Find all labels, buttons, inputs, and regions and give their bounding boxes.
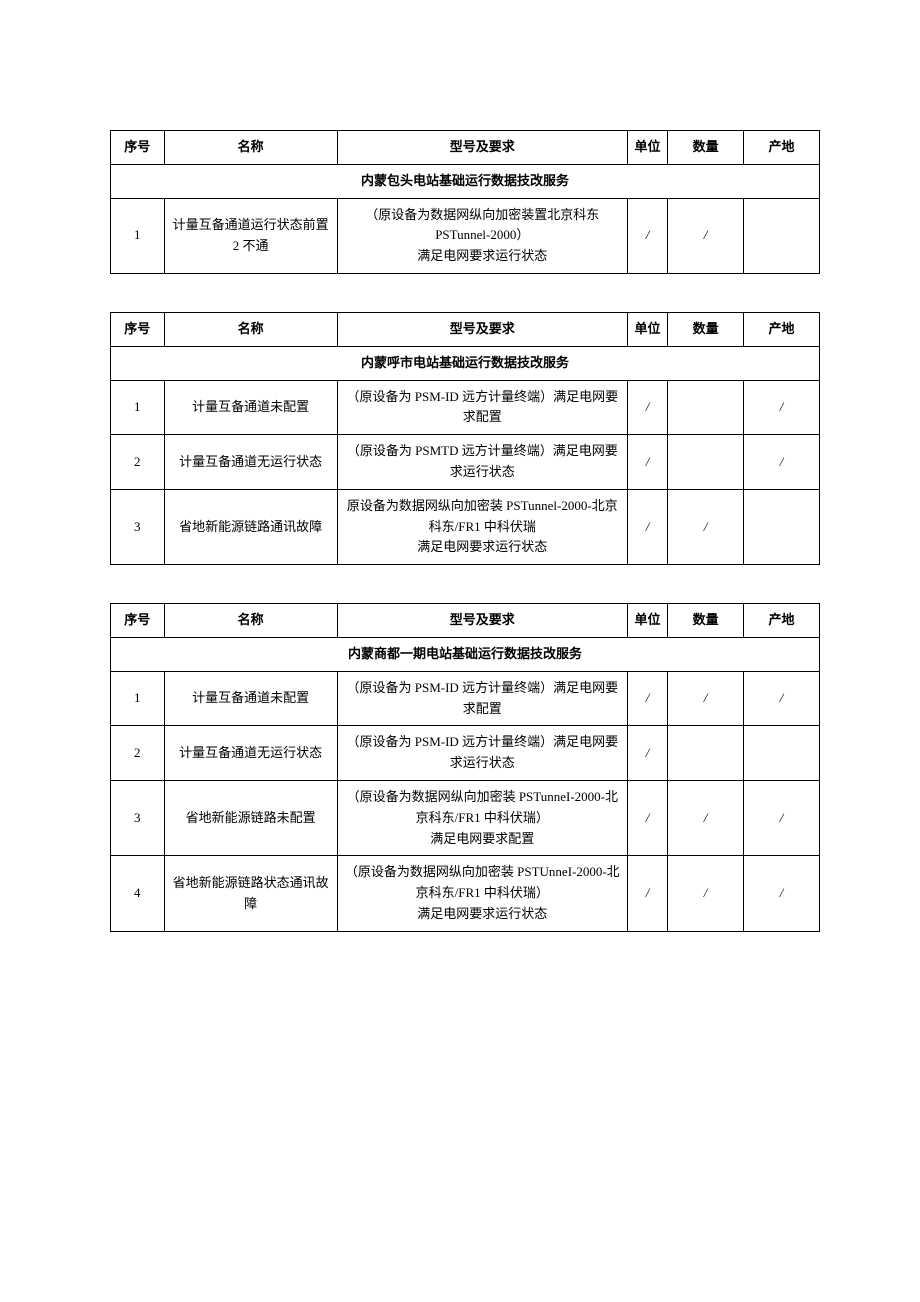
cell-qty — [668, 380, 744, 435]
cell-spec: （原设备为 PSMTD 远方计量终端）满足电网要求运行状态 — [337, 435, 627, 490]
table-row: 4省地新能源链路状态通讯故障（原设备为数据网纵向加密装 PSTUnneI-200… — [111, 856, 820, 931]
section-title: 内蒙包头电站基础运行数据技改服务 — [111, 164, 820, 198]
cell-origin — [744, 726, 820, 781]
table-header-row: 序号名称型号及要求单位数量产地 — [111, 131, 820, 165]
cell-qty: / — [668, 856, 744, 931]
header-unit: 单位 — [627, 131, 667, 165]
header-spec: 型号及要求 — [337, 604, 627, 638]
cell-qty: / — [668, 198, 744, 273]
cell-name: 计量互备通道运行状态前置 2 不通 — [164, 198, 337, 273]
cell-unit: / — [627, 435, 667, 490]
header-spec: 型号及要求 — [337, 312, 627, 346]
cell-spec: （原设备为 PSM-ID 远方计量终端）满足电网要求配置 — [337, 380, 627, 435]
data-table: 序号名称型号及要求单位数量产地内蒙商都一期电站基础运行数据技改服务1计量互备通道… — [110, 603, 820, 932]
table-row: 3省地新能源链路未配置（原设备为数据网纵向加密装 PSTunneI-2000-北… — [111, 780, 820, 855]
section-title: 内蒙呼市电站基础运行数据技改服务 — [111, 346, 820, 380]
cell-origin: / — [744, 780, 820, 855]
cell-seq: 3 — [111, 780, 165, 855]
table-row: 1计量互备通道未配置（原设备为 PSM-ID 远方计量终端）满足电网要求配置// — [111, 380, 820, 435]
table-row: 3省地新能源链路通讯故障原设备为数据网纵向加密装 PSTunnel-2000-北… — [111, 489, 820, 564]
cell-unit: / — [627, 856, 667, 931]
cell-seq: 4 — [111, 856, 165, 931]
cell-origin: / — [744, 856, 820, 931]
header-seq: 序号 — [111, 131, 165, 165]
cell-qty: / — [668, 489, 744, 564]
header-unit: 单位 — [627, 312, 667, 346]
header-name: 名称 — [164, 312, 337, 346]
header-name: 名称 — [164, 604, 337, 638]
cell-name: 省地新能源链路通讯故障 — [164, 489, 337, 564]
header-qty: 数量 — [668, 312, 744, 346]
header-unit: 单位 — [627, 604, 667, 638]
cell-seq: 3 — [111, 489, 165, 564]
cell-spec: （原设备为 PSM-ID 远方计量终端）满足电网要求配置 — [337, 671, 627, 726]
header-spec: 型号及要求 — [337, 131, 627, 165]
cell-unit: / — [627, 671, 667, 726]
cell-name: 计量互备通道未配置 — [164, 671, 337, 726]
cell-origin — [744, 489, 820, 564]
table-row: 2计量互备通道无运行状态（原设备为 PSMTD 远方计量终端）满足电网要求运行状… — [111, 435, 820, 490]
header-qty: 数量 — [668, 131, 744, 165]
section-title: 内蒙商都一期电站基础运行数据技改服务 — [111, 637, 820, 671]
cell-qty: / — [668, 780, 744, 855]
cell-spec: （原设备为数据网纵向加密装 PSTunneI-2000-北京科东/FR1 中科伏… — [337, 780, 627, 855]
header-seq: 序号 — [111, 604, 165, 638]
section-title-row: 内蒙包头电站基础运行数据技改服务 — [111, 164, 820, 198]
cell-spec: （原设备为 PSM-ID 远方计量终端）满足电网要求运行状态 — [337, 726, 627, 781]
header-qty: 数量 — [668, 604, 744, 638]
cell-seq: 1 — [111, 380, 165, 435]
cell-unit: / — [627, 726, 667, 781]
cell-name: 省地新能源链路状态通讯故障 — [164, 856, 337, 931]
data-table: 序号名称型号及要求单位数量产地内蒙包头电站基础运行数据技改服务1计量互备通道运行… — [110, 130, 820, 274]
cell-name: 省地新能源链路未配置 — [164, 780, 337, 855]
cell-unit: / — [627, 198, 667, 273]
header-origin: 产地 — [744, 604, 820, 638]
header-origin: 产地 — [744, 131, 820, 165]
cell-spec: 原设备为数据网纵向加密装 PSTunnel-2000-北京科东/FR1 中科伏瑞… — [337, 489, 627, 564]
cell-origin — [744, 198, 820, 273]
cell-seq: 2 — [111, 726, 165, 781]
cell-unit: / — [627, 780, 667, 855]
cell-qty — [668, 435, 744, 490]
cell-spec: （原设备为数据网纵向加密装置北京科东 PSTunnel-2000）满足电网要求运… — [337, 198, 627, 273]
cell-name: 计量互备通道未配置 — [164, 380, 337, 435]
table-row: 1计量互备通道未配置（原设备为 PSM-ID 远方计量终端）满足电网要求配置//… — [111, 671, 820, 726]
cell-unit: / — [627, 489, 667, 564]
section-title-row: 内蒙商都一期电站基础运行数据技改服务 — [111, 637, 820, 671]
cell-origin: / — [744, 435, 820, 490]
cell-origin: / — [744, 380, 820, 435]
cell-unit: / — [627, 380, 667, 435]
table-row: 2计量互备通道无运行状态（原设备为 PSM-ID 远方计量终端）满足电网要求运行… — [111, 726, 820, 781]
cell-qty: / — [668, 671, 744, 726]
cell-qty — [668, 726, 744, 781]
cell-name: 计量互备通道无运行状态 — [164, 726, 337, 781]
cell-origin: / — [744, 671, 820, 726]
header-seq: 序号 — [111, 312, 165, 346]
data-table: 序号名称型号及要求单位数量产地内蒙呼市电站基础运行数据技改服务1计量互备通道未配… — [110, 312, 820, 565]
cell-seq: 2 — [111, 435, 165, 490]
header-origin: 产地 — [744, 312, 820, 346]
table-row: 1计量互备通道运行状态前置 2 不通（原设备为数据网纵向加密装置北京科东 PST… — [111, 198, 820, 273]
table-header-row: 序号名称型号及要求单位数量产地 — [111, 312, 820, 346]
section-title-row: 内蒙呼市电站基础运行数据技改服务 — [111, 346, 820, 380]
table-header-row: 序号名称型号及要求单位数量产地 — [111, 604, 820, 638]
cell-name: 计量互备通道无运行状态 — [164, 435, 337, 490]
cell-seq: 1 — [111, 671, 165, 726]
header-name: 名称 — [164, 131, 337, 165]
cell-seq: 1 — [111, 198, 165, 273]
cell-spec: （原设备为数据网纵向加密装 PSTUnneI-2000-北京科东/FR1 中科伏… — [337, 856, 627, 931]
